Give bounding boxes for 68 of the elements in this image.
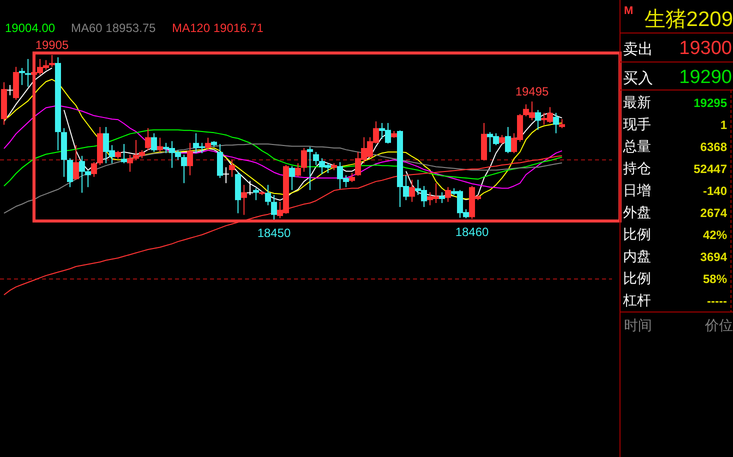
- candlestick: [6, 84, 14, 96]
- text: 2674: [700, 206, 727, 220]
- text: 价位: [704, 317, 733, 333]
- category-label: 日增: [623, 182, 651, 198]
- category-label: 最新: [623, 94, 651, 110]
- candlestick: [246, 180, 254, 196]
- annotation: 18450: [257, 226, 292, 240]
- candlestick: [222, 166, 230, 184]
- text: -140: [702, 184, 727, 198]
- text: 58%: [702, 272, 727, 286]
- text: 6368: [700, 140, 727, 154]
- text: -----: [707, 294, 727, 308]
- candlestick: [205, 137, 211, 151]
- category-label: 买入: [623, 70, 653, 87]
- annotation: 19495: [515, 84, 550, 98]
- text: 19004.00: [5, 21, 56, 35]
- candlestick: [187, 142, 193, 176]
- candlestick: [265, 184, 271, 206]
- text: 19290: [679, 67, 732, 88]
- category-label: 杠杆: [622, 292, 651, 308]
- candlestick: [535, 110, 541, 130]
- candlestick: [157, 137, 163, 152]
- annotation: 18460: [455, 224, 490, 239]
- candlestick: [67, 158, 73, 188]
- candlestick: [301, 147, 307, 172]
- text: 19295: [694, 96, 727, 110]
- candlestick: [409, 179, 415, 202]
- candlestick: [91, 162, 97, 178]
- text: 19300: [679, 38, 732, 59]
- category-label: 内盘: [623, 248, 651, 264]
- candlestick: [349, 172, 355, 183]
- candlestick: [241, 184, 247, 216]
- text: MA120 19016.71: [172, 21, 264, 35]
- category-label: 外盘: [623, 204, 651, 220]
- text: M: [624, 5, 634, 17]
- text: 52447: [694, 162, 727, 176]
- category-label: 持仓: [623, 160, 651, 176]
- candlestick: [217, 144, 223, 179]
- candlestick: [439, 192, 445, 204]
- candlestick: [289, 166, 295, 190]
- candlestick: [499, 134, 505, 145]
- candlestick: [445, 186, 451, 202]
- candlestick: [271, 194, 277, 220]
- candlestick: [229, 159, 235, 178]
- text: 时间: [624, 317, 652, 333]
- candlestick: [307, 146, 313, 190]
- candlestick: [253, 188, 259, 201]
- candlestick: [181, 154, 187, 184]
- category-label: 卖出: [623, 41, 653, 58]
- candlestick: [25, 58, 31, 88]
- candlestick: [295, 162, 301, 178]
- text: 3694: [700, 250, 727, 264]
- candlestick: [559, 118, 565, 129]
- text: 生猪2209: [644, 8, 733, 31]
- text: MA60 18953.75: [71, 21, 156, 35]
- candlestick: [145, 128, 151, 151]
- text: 42%: [702, 228, 727, 242]
- candlestick: [73, 144, 79, 180]
- category-label: 比例: [623, 226, 651, 242]
- candlestick: [313, 151, 319, 166]
- candlestick: [505, 126, 511, 154]
- candlestick: [553, 112, 559, 134]
- category-label: 总量: [622, 138, 651, 154]
- annotation: 19905: [35, 38, 70, 52]
- category-label: 现手: [623, 116, 651, 132]
- text: 1: [720, 118, 727, 132]
- category-label: 比例: [623, 270, 651, 286]
- candlestick: [151, 132, 157, 152]
